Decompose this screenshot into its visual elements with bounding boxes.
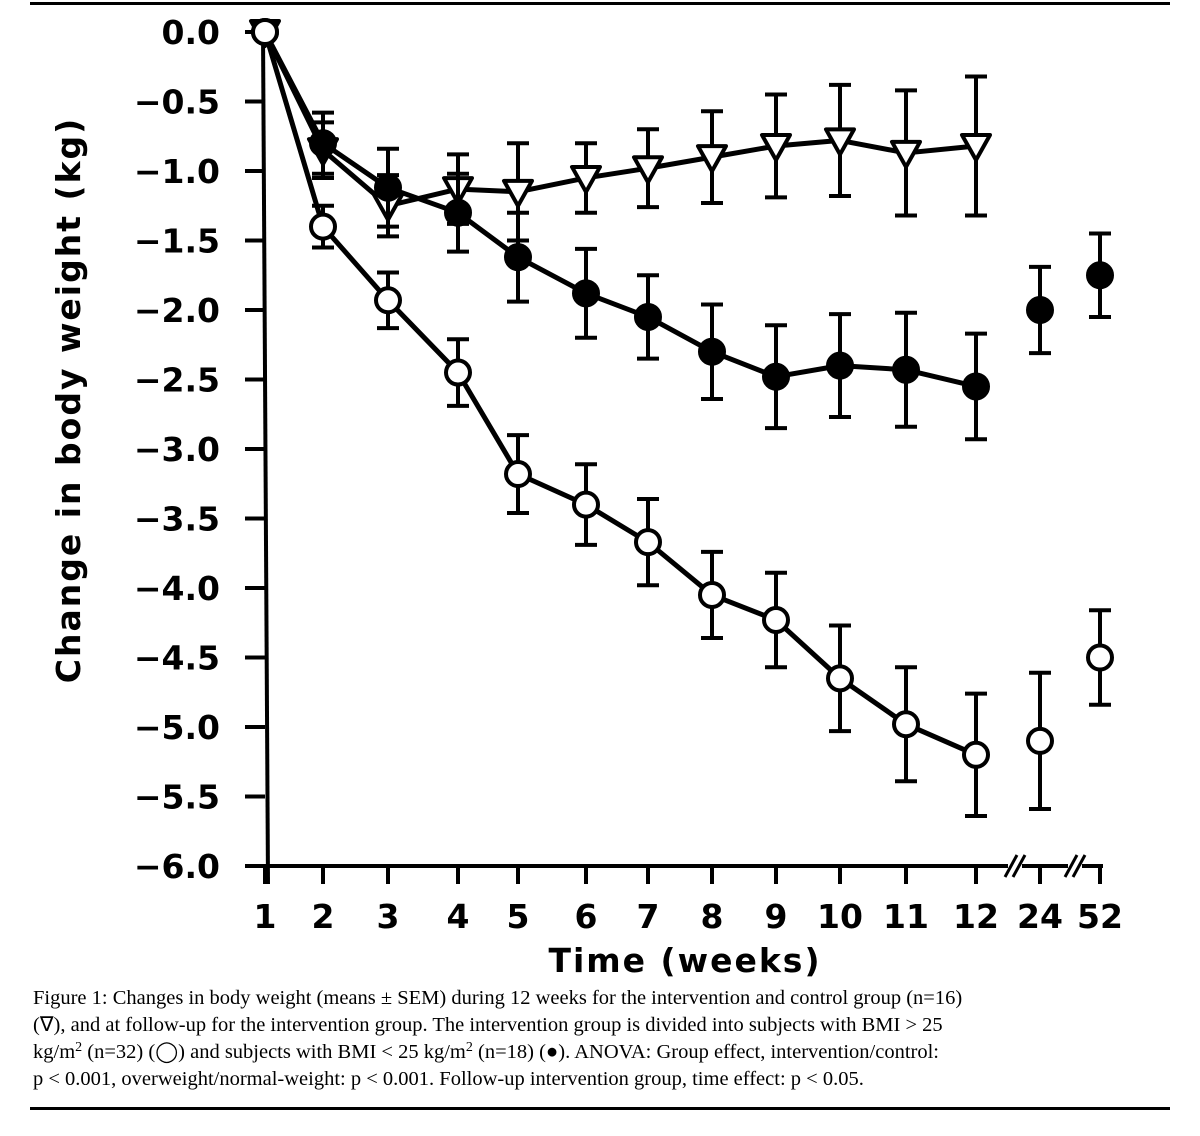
series-open-circle [251, 18, 1114, 818]
axis-break-mark [1063, 854, 1079, 878]
x-tick-label: 52 [1077, 897, 1123, 936]
data-point-open-triangle [890, 139, 922, 169]
x-tick-label: 7 [637, 897, 660, 936]
data-point-open-circle [826, 664, 854, 693]
series-open-triangle-down [249, 19, 992, 243]
y-tick-label: −4.0 [134, 569, 220, 608]
caption-line-1: Figure 1: Changes in body weight (means … [33, 987, 963, 1009]
caption-line-2: (∇), and at follow-up for the interventi… [33, 1014, 943, 1036]
data-point-open-circle [698, 580, 726, 609]
x-tick-label: 10 [817, 897, 863, 936]
x-axis-title: Time (weeks) [548, 941, 821, 980]
axis-break-mark [1003, 854, 1019, 878]
y-tick-label: −1.5 [134, 222, 220, 261]
axis-break-mark [1011, 854, 1027, 878]
data-point-open-circle [444, 358, 472, 387]
y-ticks: 0.0 −0.5 −1.0 −1.5 −2.0 −2.5 −3.0 −3.5 −4.0 −4.5 −… [134, 13, 265, 886]
data-point-filled-circle [634, 302, 662, 331]
figure-caption: Figure 1: Changes in body weight (means … [33, 985, 1173, 1093]
data-point-open-circle [374, 286, 402, 315]
data-point-filled-circle [1086, 261, 1114, 290]
x-tick-label: 6 [575, 897, 598, 936]
y-tick-label: −3.0 [134, 430, 220, 469]
axes [245, 31, 1103, 885]
x-tick-label: 24 [1017, 897, 1063, 936]
data-point-filled-circle [1026, 296, 1054, 324]
series-filled-circle [251, 18, 1114, 442]
data-point-open-circle [962, 740, 990, 769]
series-line [262, 31, 978, 758]
data-point-open-circle [504, 460, 532, 489]
series-line [262, 30, 977, 209]
caption-line-3: kg/m2 (n=32) (◯) and subjects with BMI <… [33, 1039, 1173, 1066]
y-tick-label: −6.0 [134, 847, 220, 886]
data-point-open-triangle [632, 155, 664, 185]
data-point-filled-circle [309, 129, 337, 158]
data-point-open-circle [309, 212, 337, 241]
x-ticks: 1 2 3 4 5 6 7 8 9 10 11 12 24 52 [254, 866, 1123, 936]
y-tick-label: −4.5 [134, 639, 220, 678]
caption-text: kg/m [33, 1041, 76, 1063]
series-line [262, 30, 977, 389]
caption-superscript: 2 [465, 1040, 473, 1055]
body-weight-chart: 0.0 −0.5 −1.0 −1.5 −2.0 −2.5 −3.0 −3.5 −4.0 −4.5 −… [49, 13, 1123, 980]
y-axis-title: Change in body weight (kg) [49, 117, 88, 683]
y-tick-label: −2.0 [134, 291, 220, 330]
x-tick-label: 1 [254, 897, 277, 936]
data-point-filled-circle [572, 279, 600, 308]
data-point-open-circle [572, 490, 600, 519]
x-tick-label: 8 [701, 897, 724, 936]
data-point-open-triangle [824, 127, 856, 157]
x-tick-label: 5 [507, 897, 530, 936]
data-point-open-triangle [696, 144, 728, 174]
caption-superscript: 2 [75, 1040, 83, 1055]
data-point-open-circle [251, 18, 279, 46]
y-tick-label: −5.5 [134, 778, 220, 817]
x-tick-label: 3 [377, 897, 400, 936]
data-point-open-circle [762, 605, 790, 634]
axis-break-mark [1071, 854, 1087, 878]
data-point-filled-circle [762, 362, 790, 391]
data-point-filled-circle [826, 351, 854, 380]
y-axis-line [261, 31, 270, 885]
y-tick-label: −2.5 [134, 361, 220, 400]
data-point-open-circle [1086, 643, 1114, 672]
y-tick-label: −5.0 [134, 708, 220, 747]
x-tick-label: 11 [883, 897, 929, 936]
caption-text: (n=32) (◯) and subjects with BMI < 25 kg… [82, 1041, 466, 1063]
data-point-open-triangle [570, 164, 602, 194]
data-point-filled-circle [444, 198, 472, 227]
data-point-filled-circle [504, 243, 532, 272]
data-point-filled-circle [962, 372, 990, 401]
series-layer [249, 18, 1114, 818]
data-point-open-circle [1026, 726, 1054, 755]
caption-line-4: p < 0.001, overweight/normal-weight: p <… [33, 1068, 864, 1090]
y-tick-label: −1.0 [134, 152, 220, 191]
data-point-open-triangle [960, 132, 992, 162]
data-point-open-triangle [760, 132, 792, 162]
data-point-filled-circle [374, 173, 402, 202]
data-point-open-circle [634, 528, 662, 557]
data-point-filled-circle [892, 355, 920, 384]
data-point-open-triangle [502, 178, 534, 208]
x-tick-label: 2 [312, 897, 335, 936]
top-rule [30, 2, 1170, 5]
x-tick-label: 12 [953, 897, 999, 936]
y-tick-label: −3.5 [134, 500, 220, 539]
caption-text: (n=18) (●). ANOVA: Group effect, interve… [472, 1041, 939, 1063]
data-point-filled-circle [698, 337, 726, 366]
data-point-open-circle [892, 710, 920, 739]
y-tick-label: −0.5 [134, 83, 220, 122]
x-tick-label: 9 [765, 897, 788, 936]
bottom-rule [30, 1107, 1170, 1110]
x-tick-label: 4 [447, 897, 470, 936]
y-tick-label: 0.0 [162, 13, 220, 52]
